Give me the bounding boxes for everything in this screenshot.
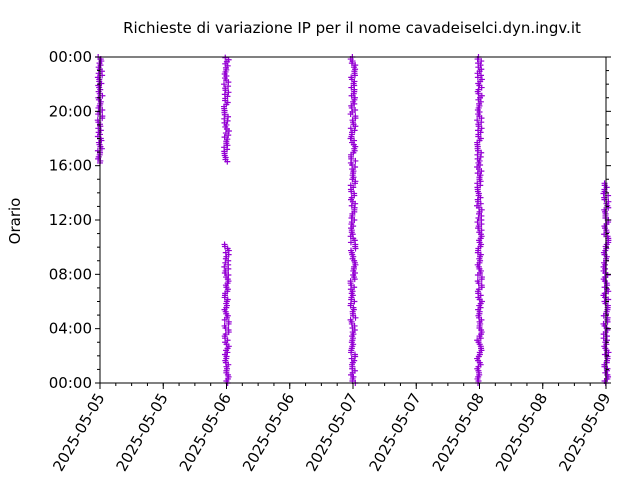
- data-point: [348, 202, 355, 209]
- data-point: [474, 170, 481, 177]
- point-cluster-2025-05-08: [474, 54, 485, 386]
- data-point: [347, 316, 354, 323]
- chart-title: Richieste di variazione IP per il nome c…: [123, 19, 581, 37]
- y-tick-label: 12:00: [49, 211, 92, 229]
- data-point: [224, 296, 231, 303]
- data-point: [477, 251, 484, 258]
- data-point: [478, 58, 485, 65]
- data-point: [222, 130, 229, 137]
- data-point: [478, 282, 485, 289]
- data-point: [95, 70, 102, 77]
- data-point: [221, 263, 228, 270]
- y-tick-label: 16:00: [49, 157, 92, 175]
- point-cluster-2025-05-07: [347, 54, 359, 386]
- data-point: [474, 202, 481, 209]
- y-tick-label: 00:00: [49, 48, 92, 66]
- y-axis-label: Orario: [6, 198, 24, 245]
- data-point: [351, 127, 358, 134]
- x-tick-label: 2025-05-08: [492, 390, 551, 475]
- data-point: [225, 272, 232, 279]
- data-point: [221, 81, 228, 88]
- data-point: [478, 274, 485, 281]
- data-point: [221, 134, 228, 141]
- data-point: [221, 322, 228, 329]
- data-point: [601, 351, 608, 358]
- data-point: [351, 137, 358, 144]
- data-point: [351, 298, 358, 305]
- data-point: [348, 247, 355, 254]
- data-point: [352, 164, 359, 171]
- x-tick-label: 2025-05-06: [239, 390, 298, 475]
- data-point: [347, 125, 354, 132]
- data-marks: [94, 54, 612, 386]
- data-point: [347, 182, 354, 189]
- data-point: [474, 127, 481, 134]
- y-tick-label: 04:00: [49, 320, 92, 338]
- data-point: [474, 219, 481, 226]
- data-point: [225, 318, 232, 325]
- data-point: [352, 113, 359, 120]
- data-point: [478, 92, 485, 99]
- data-point: [474, 180, 481, 187]
- data-point: [352, 178, 359, 185]
- data-point: [351, 351, 358, 358]
- x-tick-label: 2025-05-07: [302, 390, 361, 475]
- data-point: [225, 327, 232, 334]
- data-point: [474, 117, 481, 124]
- data-point: [601, 290, 608, 297]
- data-point: [475, 86, 482, 93]
- data-point: [221, 144, 228, 151]
- data-point: [348, 355, 355, 362]
- data-point: [222, 54, 229, 61]
- data-point: [603, 333, 610, 340]
- data-point: [222, 249, 229, 256]
- y-tick-label: 00:00: [49, 374, 92, 392]
- data-point: [352, 106, 359, 113]
- x-tick-label: 2025-05-05: [49, 390, 108, 475]
- data-point: [478, 76, 485, 83]
- y-tick-label: 08:00: [49, 265, 92, 283]
- data-point: [478, 227, 485, 234]
- x-tick-label: 2025-05-08: [429, 390, 488, 475]
- y-tick-label: 20:00: [49, 102, 92, 120]
- data-point: [347, 278, 354, 285]
- data-point: [352, 62, 359, 69]
- data-point: [225, 113, 232, 120]
- point-cluster-2025-05-06: [221, 54, 232, 386]
- data-point: [347, 239, 354, 246]
- x-tick-label: 2025-05-09: [555, 390, 614, 475]
- data-point: [225, 56, 232, 63]
- data-point: [221, 91, 228, 98]
- data-point: [474, 337, 481, 344]
- data-point: [478, 149, 485, 156]
- x-tick-label: 2025-05-06: [176, 390, 235, 475]
- axes: 00:0004:0008:0012:0016:0020:0000:002025-…: [49, 48, 615, 475]
- data-point: [348, 74, 355, 81]
- data-point: [601, 180, 608, 187]
- data-point: [478, 66, 485, 73]
- data-point: [478, 72, 485, 79]
- data-point: [474, 278, 481, 285]
- x-tick-label: 2025-05-07: [366, 390, 425, 475]
- data-point: [221, 241, 228, 248]
- data-point: [351, 94, 358, 101]
- x-tick-label: 2025-05-05: [113, 390, 172, 475]
- data-point: [352, 157, 359, 164]
